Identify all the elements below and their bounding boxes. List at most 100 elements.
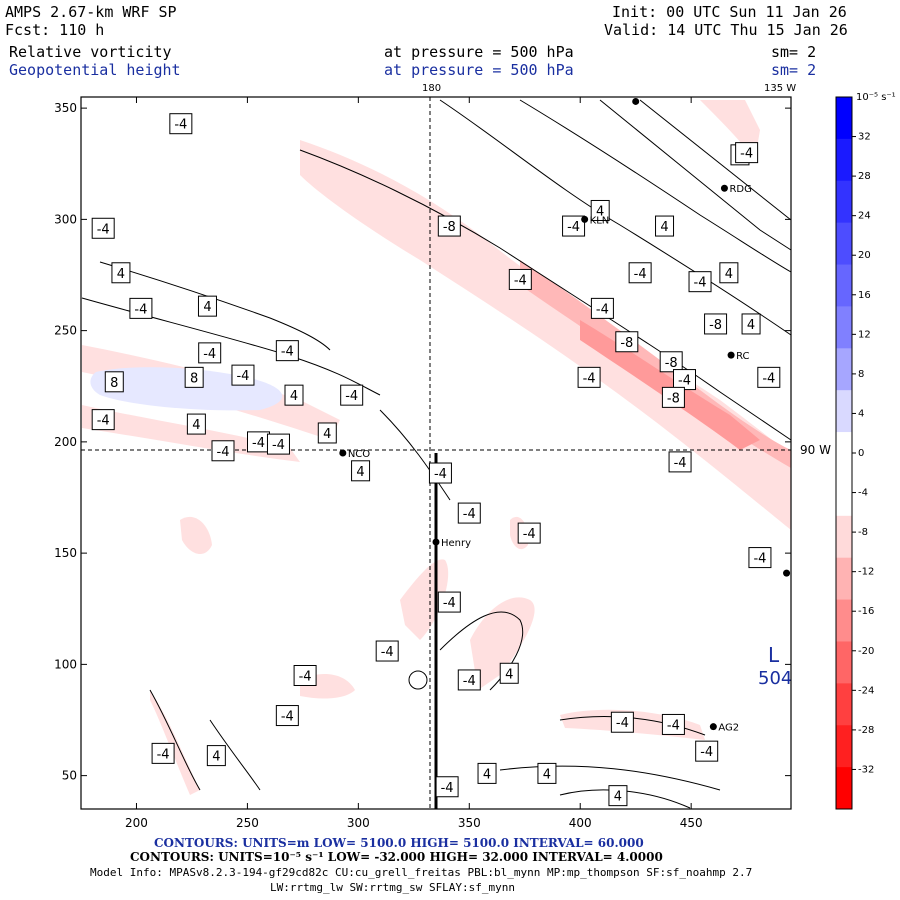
station-label-6: AG2 (718, 723, 739, 734)
contour-label-42: -4 (748, 547, 772, 569)
contour-label-box-32 (615, 331, 639, 353)
contour-label-box-26 (628, 262, 652, 284)
station-marker-7 (783, 569, 791, 577)
contour-label-19: -8 (437, 215, 461, 237)
contour-label-43: -4 (437, 591, 461, 613)
contour-label-15: -4 (211, 440, 235, 462)
contour-label-text-21: -4 (567, 220, 580, 235)
contour-label-10: 8 (184, 366, 204, 388)
contour-label-16: -4 (266, 433, 290, 455)
contour-label-text-27: -4 (694, 276, 707, 291)
contour-label-3: -4 (91, 217, 115, 239)
footer-model-info: Model Info: MPASv8.2.3-194-gf29cd82c CU:… (90, 866, 752, 879)
colorbar-tick-label-3: 20 (858, 250, 871, 261)
contour-label-22: 4 (590, 199, 610, 221)
contour-label-8: -4 (275, 340, 299, 362)
contour-label-text-30: -8 (709, 318, 722, 333)
contour-label-text-37: -8 (667, 391, 680, 406)
contour-label-text-17: 4 (323, 427, 331, 442)
contour-label-box-40 (457, 502, 481, 524)
contour-label-text-50: 4 (212, 750, 220, 765)
contour-label-text-16: -4 (272, 438, 285, 453)
x-tick-label-2: 300 (347, 816, 370, 830)
colorbar-tick-label-1: 28 (858, 171, 871, 182)
x-tick-label-3: 350 (458, 816, 481, 830)
valid-time: Valid: 14 UTC Thu 15 Jan 26 (604, 21, 848, 39)
colorbar-tick-label-15: -28 (858, 725, 874, 736)
contour-label-45: -4 (457, 669, 481, 691)
contour-label-text-46: 4 (505, 667, 513, 682)
x-tick-label-0: 200 (125, 816, 148, 830)
lon-135w-label: 135 W (764, 83, 796, 94)
contour-label-text-57: 4 (614, 790, 622, 805)
contour-label-20: -4 (508, 268, 532, 290)
station-marker-1 (720, 184, 728, 192)
contour-label-box-37 (661, 386, 685, 408)
contour-label-text-20: -4 (514, 273, 527, 288)
contour-label-33: -8 (659, 351, 683, 373)
contour-label-box-43 (437, 591, 461, 613)
contour-label-box-46 (499, 662, 519, 684)
contour-label-2: -4 (247, 431, 270, 453)
contour-label-text-55: 4 (483, 767, 491, 782)
contour-label-text-48: -4 (281, 710, 294, 725)
contour-label-28: 4 (719, 262, 739, 284)
contour-label-text-19: -8 (443, 220, 456, 235)
contour-label-box-30 (704, 313, 728, 335)
contour-label-text-22: 4 (596, 204, 604, 219)
colorbar-segment-6 (836, 348, 852, 391)
colorbar-segment-15 (836, 725, 852, 768)
station-label-3: RC (736, 351, 749, 362)
model-title: AMPS 2.67-km WRF SP (5, 3, 177, 21)
footer-physics-info: LW:rrtmg_lw SW:rrtmg_sw SFLAY:sf_mynn (270, 881, 515, 894)
station-marker-0 (632, 97, 640, 105)
y-tick-label-4: 250 (54, 324, 77, 338)
field-height: Geopotential height (9, 61, 181, 79)
y-tick-label-5: 300 (54, 212, 77, 226)
contour-label-box-10 (184, 366, 204, 388)
smoothing-height: sm= 2 (771, 61, 816, 79)
contour-label-12: -4 (340, 384, 364, 406)
colorbar-segment-0 (836, 97, 852, 140)
y-tick-label-0: 50 (62, 769, 77, 783)
contour-label-text-15: -4 (217, 445, 230, 460)
colorbar-tick-label-6: 8 (858, 369, 864, 380)
contour-label-text-51: -4 (616, 716, 629, 731)
contour-label-text-0: -4 (174, 118, 187, 133)
contour-label-text-33: -8 (665, 356, 678, 371)
contour-label-37: -8 (661, 386, 685, 408)
contour-label-text-28: 4 (725, 267, 733, 282)
contour-label-21: -4 (562, 215, 586, 237)
contour-label-text-8: -4 (281, 345, 294, 360)
contour-label-box-50 (206, 745, 226, 767)
contour-label-6: 4 (197, 295, 217, 317)
colorbar-tick-label-8: 0 (858, 448, 864, 459)
contour-label-text-34: -4 (583, 371, 596, 386)
contour-label-text-38: -4 (674, 456, 687, 471)
contour-label-box-55 (477, 762, 497, 784)
contour-label-box-13 (91, 409, 115, 431)
contour-label-36: -4 (757, 366, 781, 388)
y-tick-label-6: 350 (54, 101, 77, 115)
station-label-1: RDG (729, 184, 751, 195)
smoothing-vorticity: sm= 2 (771, 43, 816, 61)
contour-label-text-39: -4 (434, 467, 447, 482)
colorbar-segment-10 (836, 515, 852, 559)
contour-label-14: 4 (186, 413, 206, 435)
contour-label-23: 4 (655, 215, 675, 237)
contour-label-box-9 (104, 371, 124, 393)
colorbar-tick-label-5: 12 (858, 329, 871, 340)
contour-label-box-14 (186, 413, 206, 435)
contour-label-box-33 (659, 351, 683, 373)
contour-label-text-56: 4 (543, 767, 551, 782)
contour-label-55: 4 (477, 762, 497, 784)
contour-label-26: -4 (628, 262, 652, 284)
contour-label-box-11 (284, 384, 304, 406)
contour-label-text-1: -4 (236, 369, 249, 384)
contour-label-box-52 (661, 713, 685, 735)
contour-label-box-18 (351, 460, 371, 482)
contour-label-9: 8 (104, 371, 124, 393)
contour-label-box-39 (428, 462, 452, 484)
x-tick-label-1: 250 (236, 816, 259, 830)
